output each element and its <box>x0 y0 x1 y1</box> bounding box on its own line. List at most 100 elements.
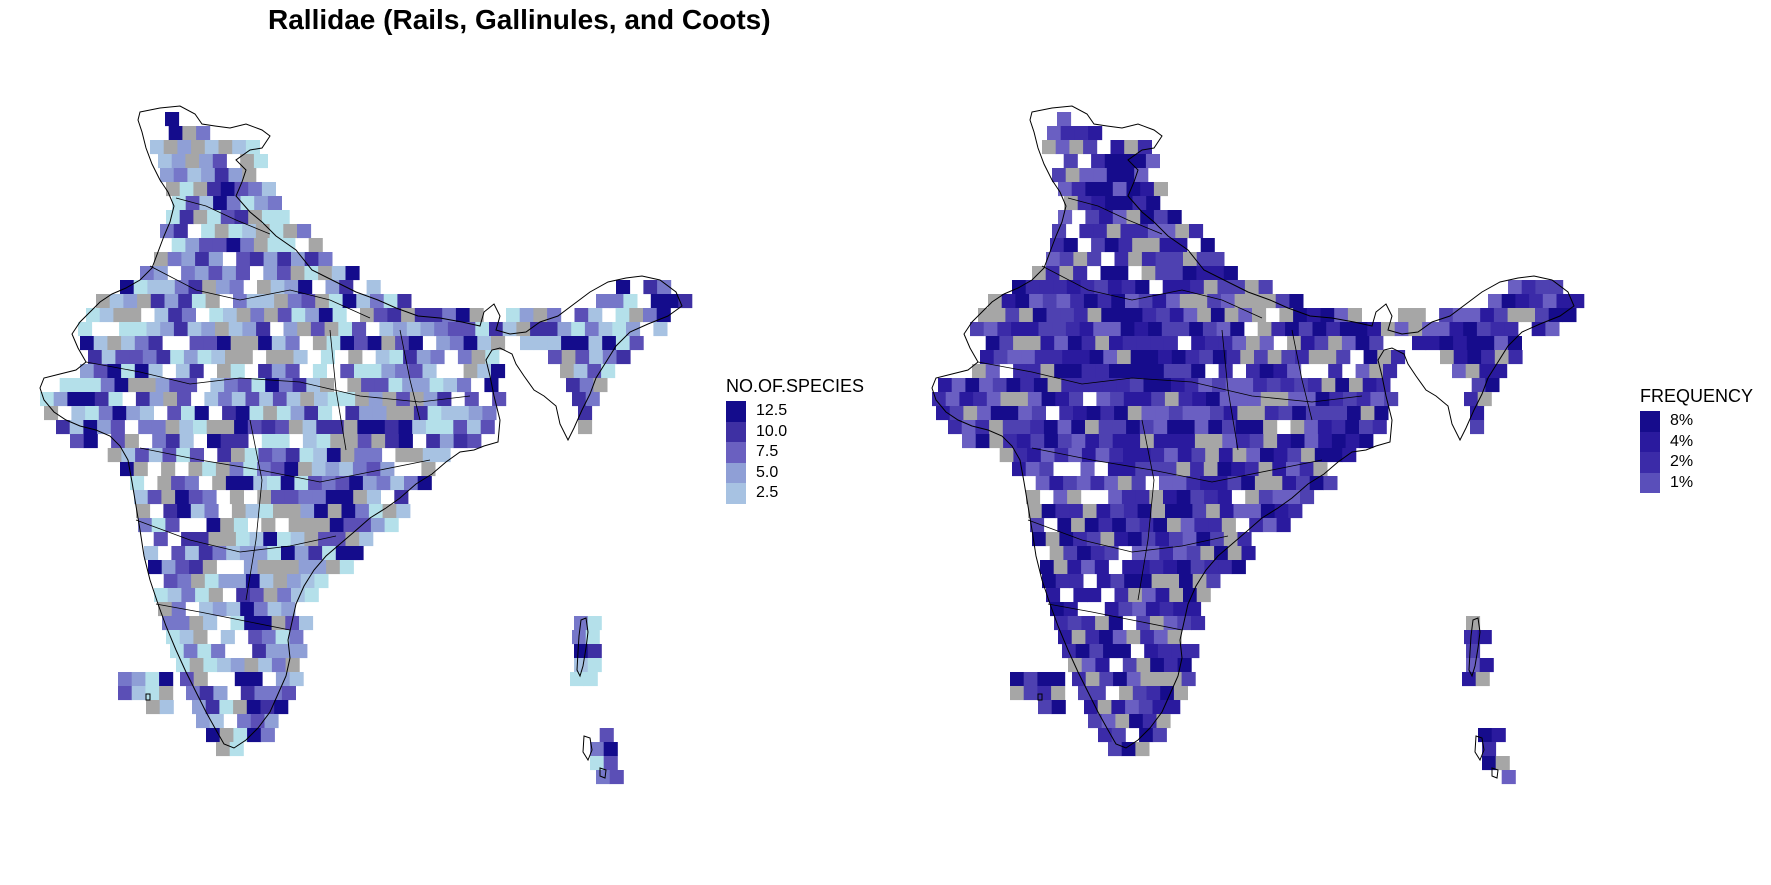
grid-cell <box>138 420 153 435</box>
grid-cell <box>1374 406 1389 421</box>
grid-cell <box>291 252 306 267</box>
grid-cell <box>135 448 150 463</box>
grid-cell <box>1094 280 1109 295</box>
grid-cell <box>585 630 600 645</box>
grid-cell <box>1504 322 1519 337</box>
grid-cell <box>147 280 162 295</box>
grid-cell <box>1094 560 1109 575</box>
grid-cell <box>1014 392 1029 407</box>
grid-cell <box>1282 476 1297 491</box>
grid-cell <box>232 574 247 589</box>
grid-cell <box>354 336 369 351</box>
grid-cell <box>1237 532 1252 547</box>
grid-cell <box>1317 420 1332 435</box>
grid-cell <box>1089 644 1104 659</box>
grid-cell <box>240 196 255 211</box>
grid-cell <box>162 616 177 631</box>
grid-cell <box>263 532 278 547</box>
grid-cell <box>1384 392 1399 407</box>
grid-cell <box>1196 406 1211 421</box>
grid-cell <box>455 308 470 323</box>
grid-cell <box>253 602 268 617</box>
grid-cell <box>1046 308 1061 323</box>
grid-cell <box>1068 448 1083 463</box>
grid-cell <box>302 420 317 435</box>
grid-cell <box>293 350 308 365</box>
reporting-frequency-map <box>931 105 1585 785</box>
grid-cell <box>1464 392 1479 407</box>
grid-cell <box>1191 364 1206 379</box>
grid-cell <box>192 700 207 715</box>
grid-cell <box>1398 308 1413 323</box>
grid-cell <box>1145 238 1160 253</box>
grid-cell <box>179 630 194 645</box>
grid-cell <box>207 182 222 197</box>
grid-cell <box>1274 504 1289 519</box>
grid-cell <box>398 434 413 449</box>
grid-cell <box>1383 364 1398 379</box>
grid-cell <box>253 546 268 561</box>
frequency-legend: FREQUENCY 8% 4% 2% 1% <box>1640 386 1753 493</box>
grid-cell <box>1260 448 1275 463</box>
grid-cell <box>1521 280 1536 295</box>
grid-cell <box>141 378 156 393</box>
grid-cell <box>1140 434 1155 449</box>
grid-cell <box>233 728 248 743</box>
grid-cell <box>1132 238 1147 253</box>
grid-cell <box>85 406 100 421</box>
grid-cell <box>304 266 319 281</box>
grid-cell <box>1084 700 1099 715</box>
grid-cell <box>1159 476 1174 491</box>
state-boundary <box>1027 519 1229 553</box>
grid-cell <box>273 574 288 589</box>
grid-cell <box>1286 462 1301 477</box>
grid-cell <box>100 378 115 393</box>
grid-cell <box>1219 392 1234 407</box>
grid-cell <box>243 462 258 477</box>
grid-cell <box>1288 504 1303 519</box>
grid-cell <box>225 476 240 491</box>
grid-cell <box>414 308 429 323</box>
grid-cell <box>249 406 264 421</box>
grid-cell <box>1260 504 1275 519</box>
grid-cell <box>1309 476 1324 491</box>
grid-cell <box>1259 336 1274 351</box>
grid-cell <box>240 238 255 253</box>
island-boundary <box>145 693 151 701</box>
grid-cell <box>328 294 343 309</box>
grid-cell <box>312 560 327 575</box>
grid-cell <box>1146 196 1161 211</box>
grid-cell <box>249 532 264 547</box>
grid-cell <box>193 182 208 197</box>
grid-cell <box>1002 420 1017 435</box>
grid-cell <box>1223 532 1238 547</box>
grid-cell <box>177 140 192 155</box>
grid-cell <box>593 378 608 393</box>
grid-cell <box>1112 420 1127 435</box>
grid-cell <box>1249 518 1264 533</box>
grid-cell <box>1208 434 1223 449</box>
grid-cell <box>1104 546 1119 561</box>
grid-cell <box>165 420 180 435</box>
grid-cell <box>443 378 458 393</box>
grid-cell <box>1412 336 1427 351</box>
grid-cell <box>1298 322 1313 337</box>
grid-cell <box>1225 378 1240 393</box>
grid-cell <box>1048 350 1063 365</box>
grid-cell <box>1139 728 1154 743</box>
grid-cell <box>1199 350 1214 365</box>
grid-cell <box>1292 406 1307 421</box>
grid-cell <box>1059 406 1074 421</box>
grid-cell <box>199 238 214 253</box>
grid-cell <box>148 560 163 575</box>
grid-cell <box>1145 154 1160 169</box>
grid-cell <box>1411 308 1426 323</box>
grid-cell <box>213 686 228 701</box>
grid-cell <box>422 364 437 379</box>
grid-cell <box>139 406 154 421</box>
grid-cell <box>1190 560 1205 575</box>
grid-cell <box>1425 336 1440 351</box>
grid-cell <box>1210 266 1225 281</box>
grid-cell <box>1205 448 1220 463</box>
grid-cell <box>88 350 103 365</box>
